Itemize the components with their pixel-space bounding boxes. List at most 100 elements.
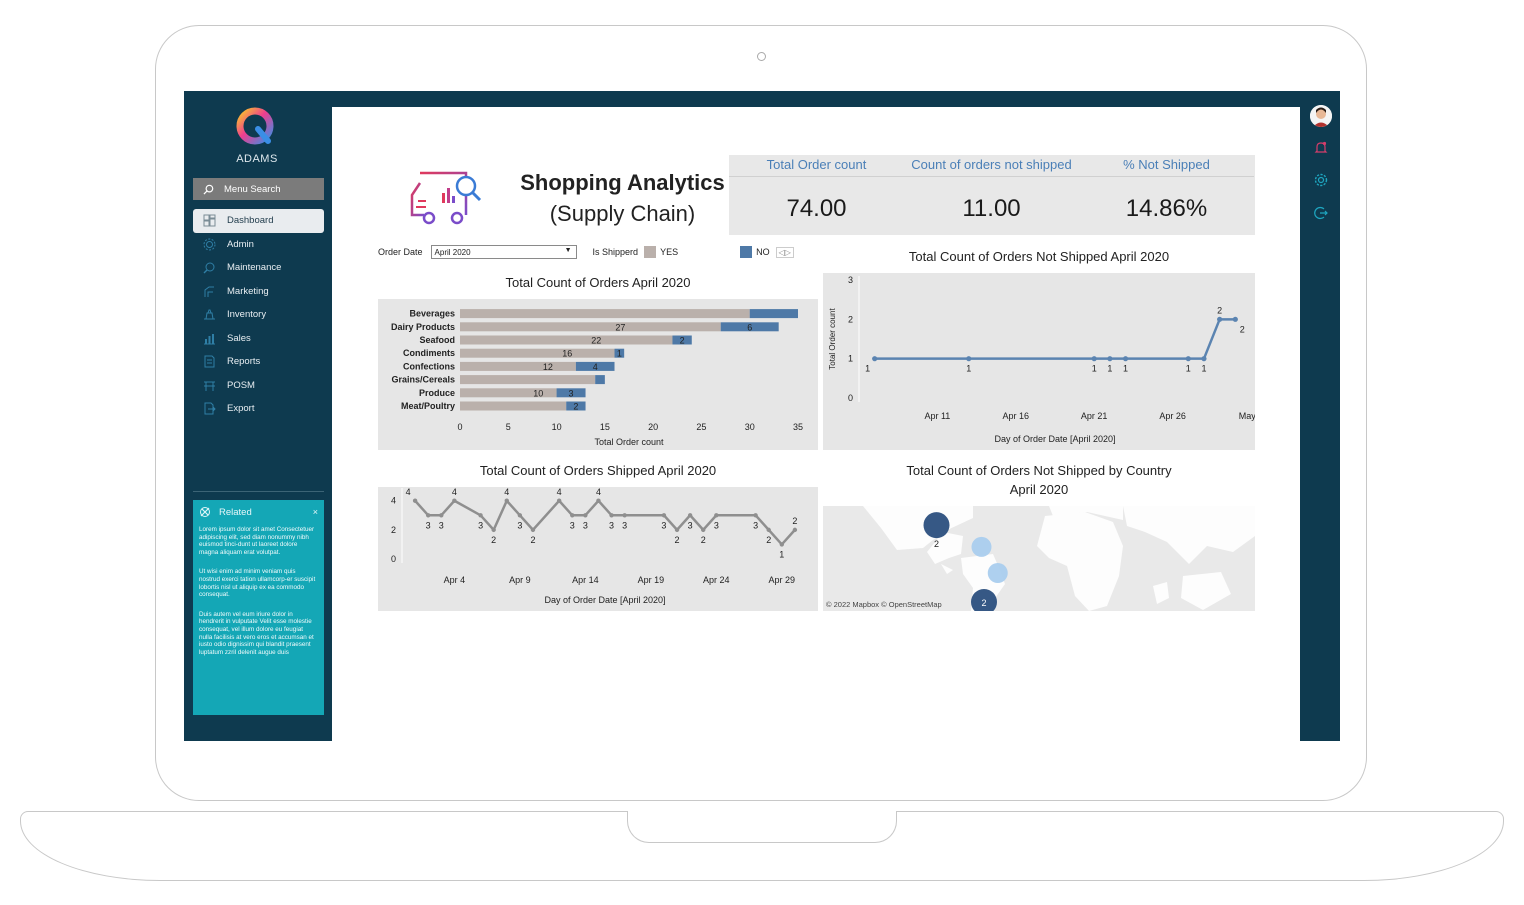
africa-shape (1037, 512, 1123, 611)
legend-pager[interactable]: ◁▷ (775, 246, 794, 258)
x-tick-label: 15 (600, 422, 610, 432)
x-tick-label: Apr 26 (1159, 411, 1186, 421)
data-label: 4 (406, 487, 411, 497)
sidebar-item-export[interactable]: Export (193, 397, 324, 421)
bar-yes (460, 401, 567, 411)
data-point (1122, 356, 1129, 362)
data-label: 2 (1240, 324, 1245, 334)
bell-icon[interactable] (1313, 140, 1329, 156)
bar-category-label: Beverages (409, 309, 455, 319)
y-tick-label: 0 (848, 393, 853, 403)
map-marker-label: 2 (934, 539, 939, 549)
data-label: 3 (439, 520, 444, 530)
logout-icon[interactable] (1313, 205, 1329, 221)
sidebar-item-label: Marketing (227, 285, 269, 297)
x-tick-label: Apr 14 (572, 575, 599, 585)
sidebar-item-dashboard[interactable]: Dashboard (193, 209, 324, 233)
x-tick-label: Apr 24 (703, 575, 730, 585)
data-point (753, 513, 758, 518)
bar-no (720, 322, 779, 332)
is-shipped-label: Is Shipperd (592, 247, 639, 257)
data-point (491, 527, 496, 533)
data-point (766, 527, 771, 533)
data-label: 1 (779, 549, 784, 559)
delivery-truck-analytics-icon (410, 171, 482, 225)
data-point (792, 527, 798, 533)
sidebar-item-label: Dashboard (227, 215, 274, 227)
order-date-label: Order Date (378, 247, 423, 257)
search-icon (203, 184, 214, 195)
sidebar: ADAMS Menu Search Dashboard Admin Mainte… (184, 91, 332, 741)
data-label: 1 (966, 364, 971, 374)
bar-yes (460, 388, 557, 398)
data-point (714, 513, 719, 518)
bar-yes (460, 322, 721, 332)
data-label: 4 (557, 487, 562, 497)
export-icon (204, 402, 216, 415)
data-label: 3 (478, 520, 483, 530)
bar-yes (460, 335, 673, 345)
bar-data-label: 16 (562, 349, 572, 359)
data-point (1185, 356, 1191, 362)
bar-data-label: 2 (680, 336, 685, 346)
x-tick-label: 25 (696, 422, 706, 432)
map-panel[interactable]: 2 2 © 2022 Mapbox © OpenStreetMap (823, 506, 1255, 611)
sidebar-item-inventory[interactable]: Inventory (193, 303, 324, 327)
sidebar-item-admin[interactable]: Admin (193, 233, 324, 257)
x-tick-label: Apr 21 (1081, 411, 1108, 421)
data-label: 4 (596, 487, 601, 497)
avatar-icon (1310, 105, 1332, 127)
data-label: 1 (1092, 364, 1097, 374)
menu-search-button[interactable]: Menu Search (193, 178, 324, 200)
x-axis-label: Day of Order Date [April 2020] (544, 595, 665, 605)
sidebar-item-sales[interactable]: Sales (193, 327, 324, 351)
kpi-label: Count of orders not shipped (904, 157, 1079, 177)
sidebar-item-maintenance[interactable]: Maintenance (193, 256, 324, 280)
x-tick-label: Apr 11 (924, 411, 950, 421)
data-point (674, 527, 680, 533)
bar-data-label: 2 (573, 402, 578, 412)
data-point (425, 513, 431, 518)
map-marker-venezuela (971, 536, 992, 557)
kpi-panel: Total Order count 74.00 Count of orders … (729, 155, 1255, 235)
close-icon[interactable]: × (312, 507, 318, 517)
bar-data-label: 1 (617, 349, 622, 359)
legend-no[interactable]: NO (756, 247, 770, 257)
data-label: 2 (1217, 305, 1222, 315)
data-point (661, 513, 667, 518)
bar-data-label: 10 (533, 388, 543, 398)
kpi-percent-not-shipped: % Not Shipped 14.86% (1079, 155, 1254, 235)
data-point (1091, 356, 1097, 362)
gear-icon[interactable] (1313, 172, 1329, 188)
sidebar-item-label: POSM (227, 379, 255, 391)
bar-data-label: 6 (747, 322, 752, 332)
laptop-notch (627, 811, 897, 843)
legend-yes[interactable]: YES (660, 247, 679, 257)
sidebar-item-label: Export (227, 403, 255, 415)
data-point (504, 498, 509, 503)
x-tick-label: Apr 9 (509, 575, 531, 585)
related-paragraph: Ut wisi enim ad minim veniam quis nostru… (199, 568, 316, 599)
order-date-select[interactable]: April 2020 ▼ (430, 245, 577, 259)
bar-data-label: 3 (569, 388, 574, 398)
order-date-value: April 2020 (434, 247, 471, 257)
bar-no (672, 335, 692, 345)
x-tick-label: May 1 (1239, 411, 1255, 421)
data-label: 3 (583, 520, 588, 530)
y-tick-label: 1 (848, 354, 853, 364)
inventory-icon (204, 309, 215, 320)
x-axis-label: Day of Order Date [April 2020] (994, 434, 1115, 444)
filter-bar: Order Date April 2020 ▼ Is Shipperd YES … (378, 243, 794, 261)
sidebar-item-marketing[interactable]: Marketing (193, 280, 324, 304)
menu-search-label: Menu Search (224, 183, 281, 195)
sidebar-item-posm[interactable]: POSM (193, 374, 324, 398)
x-tick-label: 20 (648, 422, 658, 432)
shipped-line-chart: 0 2 4 Apr 4 Apr 9 Apr 14 Apr 19 Apr 24 Apr 29 Tot… (371, 487, 798, 605)
bar-yes (460, 361, 576, 371)
data-label: 2 (530, 535, 535, 545)
sidebar-item-reports[interactable]: Reports (193, 350, 324, 374)
related-title: Related (219, 506, 252, 518)
avatar[interactable] (1310, 105, 1332, 127)
kpi-value: 14.86% (1125, 195, 1208, 222)
